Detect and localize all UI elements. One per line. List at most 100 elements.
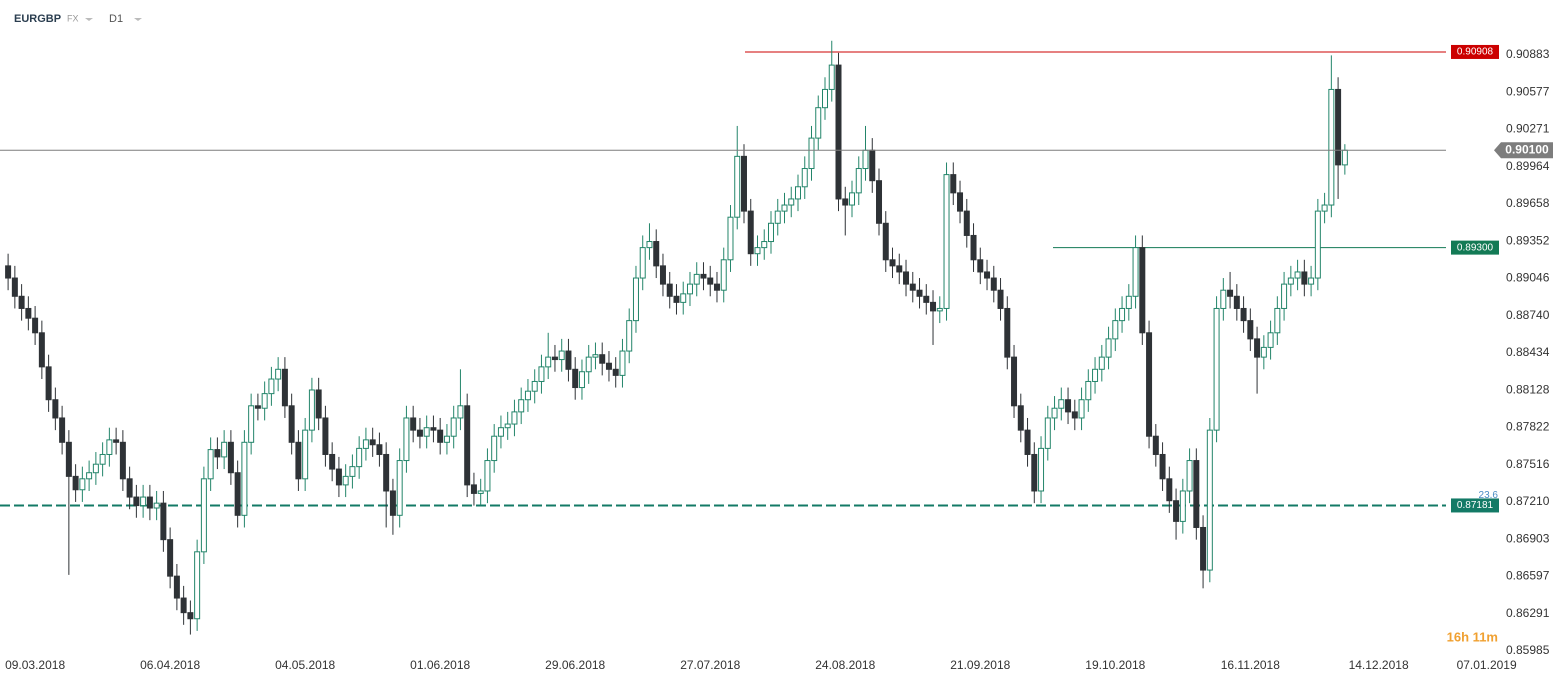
candle-body [511, 411, 518, 425]
candle-body [1146, 332, 1153, 437]
candle-body [1281, 283, 1288, 309]
candle-body [396, 460, 403, 516]
level-label: 0.90908 [1457, 47, 1494, 58]
candle-body [538, 366, 545, 382]
candle-body [1227, 289, 1234, 297]
candle-body [734, 155, 741, 218]
dropdown-caret[interactable] [85, 18, 93, 21]
y-tick-label: 0.87822 [1506, 420, 1550, 434]
candle-body [1112, 320, 1119, 340]
candle-body [1213, 307, 1220, 431]
candle-body [423, 427, 430, 437]
candle-body [1335, 88, 1342, 166]
candle-body [1092, 368, 1099, 382]
candle-body [484, 460, 491, 492]
candle-body [362, 439, 369, 449]
x-tick-label: 07.01.2019 [1457, 658, 1517, 672]
x-tick-label: 24.08.2018 [815, 658, 875, 672]
candle-body [720, 259, 727, 291]
candle-body [626, 320, 633, 352]
candle-body [187, 612, 194, 620]
candle-body [767, 222, 774, 243]
candle-body [356, 447, 363, 468]
candle-body [754, 247, 761, 255]
symbol[interactable]: EURGBP [14, 13, 61, 25]
candle-body [1254, 338, 1261, 358]
candle-body [126, 478, 133, 498]
candle-body [1233, 295, 1240, 309]
candle-body [1206, 429, 1213, 571]
candle-body [180, 597, 187, 614]
candle-body [565, 350, 572, 370]
candle-body [646, 241, 653, 249]
candle-body [1139, 247, 1146, 334]
candle-body [302, 429, 309, 480]
candle-body [1200, 526, 1207, 571]
candle-body [531, 380, 538, 392]
candle-body [11, 277, 18, 297]
candle-body [410, 417, 417, 431]
candle-body [923, 295, 930, 303]
candle-body [1341, 149, 1348, 166]
x-tick-label: 14.12.2018 [1349, 658, 1409, 672]
candle-body [349, 466, 356, 477]
candle-body [822, 88, 829, 109]
candle-body [25, 307, 32, 319]
dropdown-caret[interactable] [134, 18, 142, 21]
candle-body [680, 293, 687, 303]
y-tick-label: 0.85985 [1506, 643, 1550, 657]
candle-body [700, 273, 707, 279]
y-tick-label: 0.87210 [1506, 494, 1550, 508]
candle-body [227, 441, 234, 474]
candle-body [153, 502, 160, 509]
candle-body [1159, 453, 1166, 480]
candle-body [903, 271, 910, 285]
x-tick-label: 06.04.2018 [140, 658, 200, 672]
candle-body [916, 289, 923, 297]
y-tick-label: 0.87516 [1506, 457, 1550, 471]
last-price-box [1494, 142, 1553, 159]
y-tick-label: 0.86291 [1506, 606, 1550, 620]
candle-body [443, 435, 450, 443]
candle-body [99, 453, 106, 465]
candle-body [794, 186, 801, 200]
candle-body [997, 289, 1004, 309]
candle-body [1274, 307, 1281, 334]
candle-body [889, 259, 896, 267]
candle-body [862, 149, 869, 170]
candle-body [113, 439, 120, 443]
candle-body [491, 435, 498, 462]
candle-body [470, 484, 477, 494]
candle-body [612, 368, 619, 376]
candle-body [545, 356, 552, 368]
x-tick-label: 21.09.2018 [950, 658, 1010, 672]
y-tick-label: 0.88434 [1506, 345, 1550, 359]
candle-body [133, 496, 140, 507]
candle-body [1240, 307, 1247, 322]
candle-body [842, 198, 849, 206]
candle-body [524, 390, 531, 401]
candle-body [828, 64, 835, 90]
candle-body [477, 490, 484, 494]
candle-body [430, 427, 437, 431]
candle-body [315, 389, 322, 419]
x-tick-label: 16.11.2018 [1221, 658, 1280, 672]
candle-body [221, 441, 228, 458]
candle-body [140, 496, 147, 507]
candle-body [653, 241, 660, 267]
candle-body [403, 417, 410, 462]
candle-body [1011, 356, 1018, 407]
timeframe[interactable]: D1 [109, 13, 123, 25]
candle-body [747, 210, 754, 255]
candle-body [281, 368, 288, 407]
candle-body [72, 475, 79, 491]
candle-body [234, 472, 241, 516]
candle-body [605, 362, 612, 370]
candle-body [146, 496, 153, 509]
candle-body [1179, 490, 1186, 522]
candle-body [1085, 380, 1092, 401]
candle-body [86, 472, 93, 480]
candle-body [1193, 460, 1200, 528]
